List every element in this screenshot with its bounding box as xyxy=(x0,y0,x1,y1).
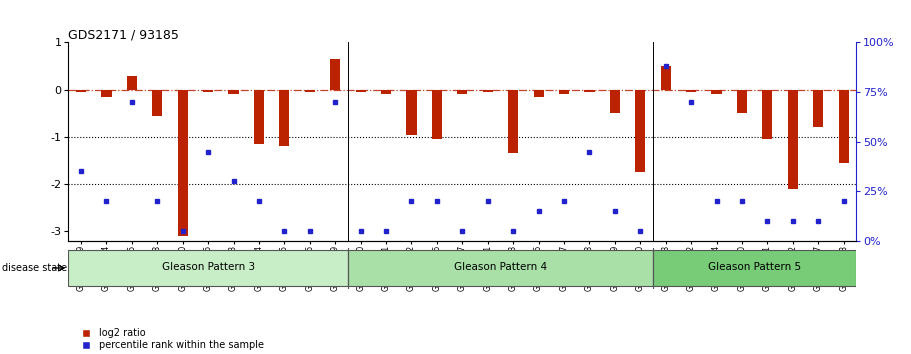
Bar xyxy=(609,90,619,113)
Text: disease state: disease state xyxy=(2,263,67,273)
Bar xyxy=(838,90,849,163)
Bar xyxy=(152,90,162,116)
Bar xyxy=(534,90,544,97)
Bar xyxy=(508,90,518,153)
Bar xyxy=(686,90,696,92)
Bar xyxy=(203,90,213,92)
Bar xyxy=(584,90,595,92)
Bar xyxy=(432,90,442,139)
Bar xyxy=(254,90,264,144)
Bar xyxy=(330,59,341,90)
Text: GDS2171 / 93185: GDS2171 / 93185 xyxy=(68,28,179,41)
Bar xyxy=(814,90,824,127)
Bar xyxy=(737,90,747,113)
FancyBboxPatch shape xyxy=(653,250,856,286)
Text: Gleason Pattern 5: Gleason Pattern 5 xyxy=(708,262,801,272)
Bar xyxy=(280,90,290,146)
Text: Gleason Pattern 3: Gleason Pattern 3 xyxy=(161,262,255,272)
Bar xyxy=(355,90,365,92)
Bar xyxy=(381,90,391,95)
Bar xyxy=(711,90,722,95)
Bar xyxy=(559,90,569,95)
Bar xyxy=(229,90,239,95)
Bar xyxy=(660,66,670,90)
Bar xyxy=(635,90,645,172)
Bar xyxy=(457,90,467,95)
Bar xyxy=(763,90,773,139)
FancyBboxPatch shape xyxy=(348,250,653,286)
Bar xyxy=(178,90,188,236)
Bar xyxy=(483,90,493,92)
Bar xyxy=(788,90,798,189)
FancyBboxPatch shape xyxy=(68,250,348,286)
Bar xyxy=(76,90,87,92)
Text: Gleason Pattern 4: Gleason Pattern 4 xyxy=(454,262,547,272)
Bar xyxy=(101,90,111,97)
Bar xyxy=(127,75,137,90)
Legend: log2 ratio, percentile rank within the sample: log2 ratio, percentile rank within the s… xyxy=(73,324,268,354)
Bar xyxy=(304,90,315,92)
Bar xyxy=(406,90,416,135)
